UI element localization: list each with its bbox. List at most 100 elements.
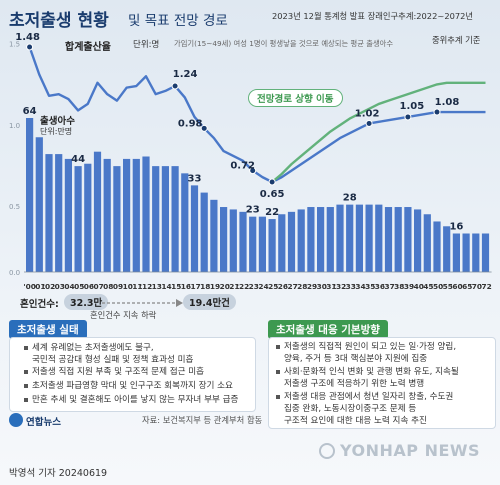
right-bullet-3-cont2: 구조적 요인에 대한 대응 노력 지속 추진 <box>284 416 427 426</box>
tfr-legend-desc: 가임기(15~49세) 여성 1명이 평생낳을 것으로 예상되는 평균 출생아수 <box>174 39 394 48</box>
source-note: 자료: 보건복지부 등 관계부처 합동 <box>142 415 263 425</box>
birth-bar <box>481 233 490 272</box>
birth-bar <box>278 214 286 272</box>
yonhap-logo-icon <box>9 413 23 427</box>
x-tick-label: '12 <box>140 282 153 291</box>
target-callout: 전망경로 상향 이동 <box>248 89 343 107</box>
birth-bar <box>404 207 412 272</box>
x-tick-label: '01 <box>33 282 46 291</box>
left-bullet-1: 세계 유례없는 초저출생에도 불구, <box>24 343 154 353</box>
tfr-value-label: 1.48 <box>15 32 40 43</box>
birth-bar <box>317 207 325 272</box>
x-tick-label: '50 <box>431 282 444 291</box>
birth-bar <box>113 166 121 272</box>
x-tick-label: '38 <box>392 282 405 291</box>
right-bullet-2-cont: 저출생 구조에 적응하기 위한 노력 병행 <box>284 379 425 389</box>
birth-value-label: 33 <box>188 173 202 184</box>
tfr-value-label: 1.02 <box>355 108 380 119</box>
x-tick-label: '17 <box>188 282 201 291</box>
x-tick-label: '24 <box>256 282 269 291</box>
left-bullet-4: 만혼 추세 및 결혼해도 아이를 낳지 않는 무자녀 부부 급증 <box>23 395 239 405</box>
left-bullet-2: 저출생 직접 지원 부족 및 구조적 문제 접근 미흡 <box>23 367 205 377</box>
x-tick-label: '08 <box>101 282 114 291</box>
birth-bar <box>26 118 34 272</box>
x-tick-label: '13 <box>149 282 162 291</box>
x-tick-label: '16 <box>179 282 192 291</box>
x-tick-label: '21 <box>227 282 240 291</box>
x-tick-label: '72 <box>479 282 492 291</box>
tfr-legend-unit: 단위:명 <box>133 40 160 50</box>
birth-bar <box>268 219 276 272</box>
birth-bar <box>210 199 218 272</box>
birth-bar <box>93 151 102 272</box>
x-tick-label: '29 <box>305 282 318 291</box>
x-tick-label: '35 <box>363 282 376 291</box>
x-tick-label: '10 <box>120 282 133 291</box>
tfr-axis-tick: 0.5 <box>9 203 20 211</box>
marriage-end-value: 19.4만건 <box>183 294 236 310</box>
tfr-value-label: 0.65 <box>260 189 285 200</box>
tfr-legend-title: 합계출산율 <box>65 42 111 53</box>
target-line <box>271 81 486 183</box>
x-tick-label: '11 <box>130 282 143 291</box>
birth-value-label: 23 <box>246 205 260 216</box>
right-bullet-3: 저출생 대응 관점에서 청년 일자리 창출, 수도권 <box>275 392 454 402</box>
marriage-trend-text: 혼인건수 지속 하락 <box>90 310 157 320</box>
birth-bar <box>152 166 160 272</box>
basis-label: 중위추계 기준 <box>432 35 481 45</box>
tfr-value-label: 0.98 <box>178 118 203 129</box>
title-main: 초저출생 현황 <box>9 11 109 31</box>
watermark: YONHAP NEWS <box>340 441 481 460</box>
birth-bar <box>190 185 199 272</box>
birth-bar <box>433 221 441 272</box>
tfr-value-label: 0.72 <box>230 161 255 172</box>
birth-bar <box>326 207 334 272</box>
birth-bar <box>414 209 422 272</box>
x-tick-label: '02 <box>43 282 56 291</box>
right-bullet-3-cont: 집중 완화, 노동시장이중구조 문제 등 <box>284 404 417 414</box>
birth-bar <box>239 211 247 272</box>
birth-value-label: 16 <box>449 222 463 233</box>
x-tick-label: '04 <box>62 282 75 291</box>
birth-bar <box>123 158 131 272</box>
x-tick-label: '70 <box>470 282 483 291</box>
tfr-marker <box>404 113 412 121</box>
x-tick-label: '22 <box>237 282 250 291</box>
tfr-marker <box>171 82 179 90</box>
x-tick-label: '00 <box>23 282 36 291</box>
marriage-label: 혼인건수: <box>20 299 59 310</box>
birth-bar <box>394 207 402 272</box>
watermark-icon <box>319 443 335 459</box>
birth-bar <box>472 233 480 272</box>
tfr-marker <box>433 108 441 116</box>
tfr-value-label: 1.24 <box>173 69 198 80</box>
x-tick-label: '60 <box>450 282 463 291</box>
x-tick-label: '07 <box>91 282 104 291</box>
x-tick-label: '40 <box>411 282 424 291</box>
tfr-marker <box>249 167 257 175</box>
birth-bar <box>258 216 266 272</box>
birth-value-label: 28 <box>343 193 357 204</box>
x-tick-label: '18 <box>198 282 211 291</box>
birth-bar <box>336 204 344 272</box>
x-tick-label: '05 <box>72 282 85 291</box>
birth-bar <box>307 207 315 272</box>
x-tick-label: '20 <box>217 282 230 291</box>
birth-bar <box>200 192 208 272</box>
birth-bar <box>355 204 363 272</box>
x-tick-label: '30 <box>314 282 327 291</box>
tfr-value-label: 1.05 <box>400 101 425 112</box>
tfr-axis-tick: 1.0 <box>9 122 20 130</box>
x-tick-label: '36 <box>373 282 386 291</box>
birth-bar <box>103 158 111 272</box>
chart-canvas: 1.51.00.50.0'00'01'02'03'04'05'06'07'08'… <box>9 32 492 291</box>
tfr-axis-tick: 0.0 <box>9 269 20 277</box>
x-tick-label: '32 <box>334 282 347 291</box>
tfr-value-label: 1.08 <box>435 97 460 108</box>
birth-bar <box>443 226 451 272</box>
x-tick-label: '09 <box>111 282 124 291</box>
x-tick-label: '65 <box>460 282 473 291</box>
right-panel-title: 초저출생 대응 기본방향 <box>268 320 388 339</box>
birth-bar <box>142 156 150 272</box>
